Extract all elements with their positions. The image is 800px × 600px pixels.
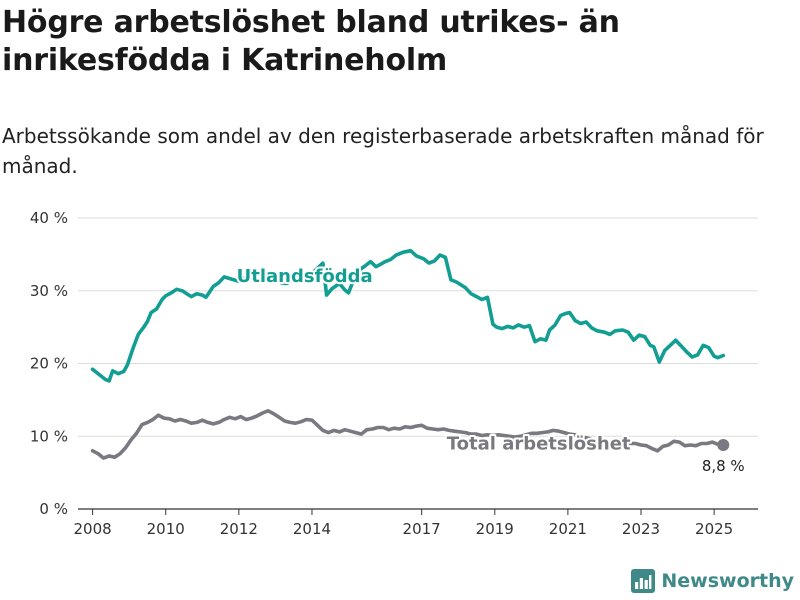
newsworthy-icon (631, 569, 656, 593)
line-chart: 0 % 10 % 20 % 30 % 40 % 2008 2010 2012 2014 2017… (30, 209, 758, 538)
chart-subtitle: Arbetssökande som andel av den registerb… (2, 124, 764, 178)
x-tick-label: 2014 (293, 520, 331, 538)
x-tick-label: 2008 (74, 520, 112, 538)
direct-labels: 8,8 % Utlandsfödda Total arbetslöshet (235, 264, 745, 475)
brand-name: Newsworthy (661, 570, 794, 592)
newsworthy-logo: Newsworthy (631, 568, 794, 594)
x-tick-label: 2010 (147, 520, 185, 538)
y-tick-label: 40 % (30, 209, 68, 227)
x-tick-label: 2019 (476, 520, 514, 538)
x-axis-ticks: 2008 2010 2012 2014 2017 2019 2021 2023 2025 (74, 509, 733, 538)
x-tick-label: 2017 (403, 520, 441, 538)
x-tick-label: 2012 (220, 520, 258, 538)
grid-lines: 0 % 10 % 20 % 30 % 40 % (30, 209, 758, 518)
x-tick-label: 2023 (622, 520, 660, 538)
end-point-marker (717, 438, 730, 451)
series-line-utlandsfodda (90, 248, 726, 383)
series-label: Total arbetslöshet (447, 434, 631, 455)
y-tick-label: 0 % (39, 500, 68, 518)
series-lines (90, 248, 730, 460)
chart-title: Högre arbetslöshet bland utrikes- än inr… (2, 5, 620, 78)
y-tick-label: 10 % (30, 427, 68, 445)
series-label: Utlandsfödda (237, 266, 373, 287)
series-line-total (90, 409, 726, 460)
x-tick-label: 2021 (549, 520, 587, 538)
end-value-label: 8,8 % (702, 457, 745, 475)
x-tick-label: 2025 (695, 520, 733, 538)
y-tick-label: 30 % (30, 282, 68, 300)
y-tick-label: 20 % (30, 355, 68, 373)
